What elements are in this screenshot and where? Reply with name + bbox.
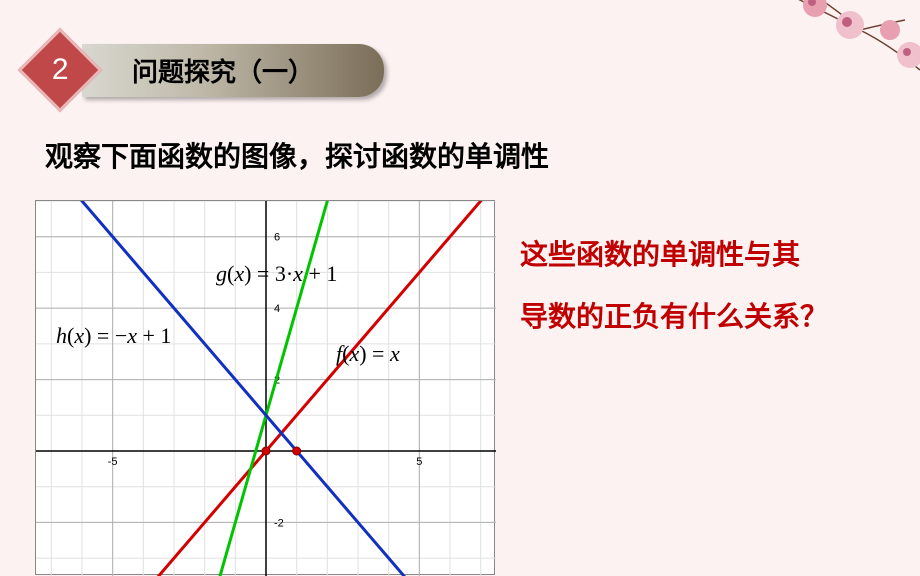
question-line2: 导数的正负有什么关系？ xyxy=(520,302,828,333)
section-title: 问题探究（一） xyxy=(132,58,314,87)
section-header: 2 问题探究（一） xyxy=(30,40,384,100)
blossom-decoration xyxy=(760,0,920,100)
chart-canvas: -55-2246 xyxy=(36,201,496,576)
section-number: 2 xyxy=(52,53,69,87)
function-chart: -55-2246 g(x) = 3·x + 1 h(x) = −x + 1 f(… xyxy=(35,200,495,575)
svg-text:4: 4 xyxy=(274,303,280,315)
function-label-h: h(x) = −x + 1 xyxy=(56,323,171,349)
svg-text:-2: -2 xyxy=(274,517,284,529)
section-number-diamond: 2 xyxy=(18,28,103,113)
function-label-g: g(x) = 3·x + 1 xyxy=(216,261,337,287)
question-text: 这些函数的单调性与其 导数的正负有什么关系？ xyxy=(520,225,900,348)
svg-text:5: 5 xyxy=(416,456,422,468)
svg-text:-5: -5 xyxy=(108,456,118,468)
instruction-text: 观察下面函数的图像，探讨函数的单调性 xyxy=(45,135,549,175)
section-title-bar: 问题探究（一） xyxy=(82,44,384,97)
question-line1: 这些函数的单调性与其 xyxy=(520,240,800,271)
function-label-f: f(x) = x xyxy=(336,341,400,367)
svg-text:6: 6 xyxy=(274,232,280,244)
